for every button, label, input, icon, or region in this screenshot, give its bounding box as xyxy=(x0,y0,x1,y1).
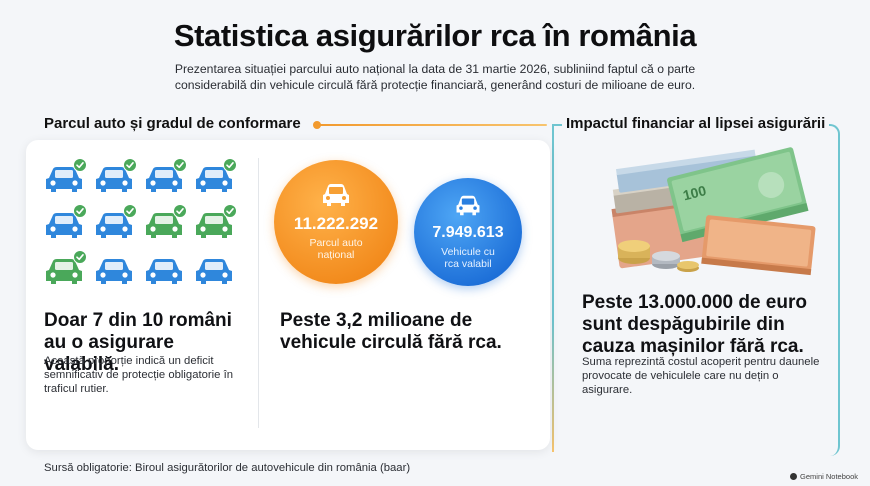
right-section-frame-left xyxy=(552,124,554,452)
left-heading-divider-dot xyxy=(313,121,321,129)
car-icon xyxy=(96,213,132,238)
car-icon xyxy=(46,167,82,192)
national-fleet-bubble: 11.222.292 Parcul auto național xyxy=(274,160,398,284)
right-section-heading: Impactul financiar al lipsei asigurării xyxy=(562,115,830,132)
car-icon xyxy=(196,259,232,284)
brand-badge: Gemini Notebook xyxy=(790,472,858,481)
car-icon xyxy=(196,213,232,238)
car-icon xyxy=(146,167,182,192)
card-divider xyxy=(258,158,259,428)
compliance-headline: Doar 7 din 10 români au o asigurare vala… xyxy=(44,310,232,375)
car-icon xyxy=(146,213,182,238)
car-icon xyxy=(46,213,82,238)
check-badge-icon xyxy=(223,158,237,172)
car-icon xyxy=(146,259,182,284)
car-grid xyxy=(44,158,244,292)
fleet-headline: Peste 3,2 milioane de vehicule circulă f… xyxy=(280,310,502,353)
money-stack-icon: 100 xyxy=(611,147,816,276)
check-badge-icon xyxy=(173,204,187,218)
financial-headline: Peste 13.000.000 de euro sunt despăgubir… xyxy=(582,292,807,357)
page-subtitle: Prezentarea situației parcului auto nați… xyxy=(174,62,696,92)
insured-fleet-bubble: 7.949.613 Vehicule cu rca valabil xyxy=(414,178,522,286)
financial-description: Suma reprezintă costul acoperit pentru d… xyxy=(582,356,820,396)
check-badge-icon xyxy=(73,250,87,264)
insured-fleet-label: Vehicule cu rca valabil xyxy=(441,246,495,270)
compliance-description: Această proporție indică un deficit semn… xyxy=(44,355,234,395)
insured-fleet-total: 7.949.613 xyxy=(432,224,504,241)
national-fleet-label: Parcul auto național xyxy=(309,237,363,261)
car-icon xyxy=(456,195,480,216)
car-icon xyxy=(196,167,232,192)
check-badge-icon xyxy=(123,158,137,172)
national-fleet-total: 11.222.292 xyxy=(293,214,379,233)
check-badge-icon xyxy=(73,204,87,218)
check-badge-icon xyxy=(173,158,187,172)
brand-logo-icon xyxy=(790,473,798,480)
car-icon xyxy=(96,167,132,192)
svg-text:100: 100 xyxy=(681,182,708,203)
source-note: Sursă obligatorie: Biroul asigurătorilor… xyxy=(44,462,411,474)
page-title: Statistica asigurărilor rca în românia xyxy=(173,18,697,53)
car-icon xyxy=(46,259,82,284)
left-section-heading: Parcul auto și gradul de conformare xyxy=(44,115,301,132)
left-heading-divider xyxy=(317,124,547,126)
check-badge-icon xyxy=(223,204,237,218)
brand-label: Gemini Notebook xyxy=(800,472,858,481)
car-icon xyxy=(96,259,132,284)
check-badge-icon xyxy=(73,158,87,172)
car-icon xyxy=(323,184,349,206)
check-badge-icon xyxy=(123,204,137,218)
